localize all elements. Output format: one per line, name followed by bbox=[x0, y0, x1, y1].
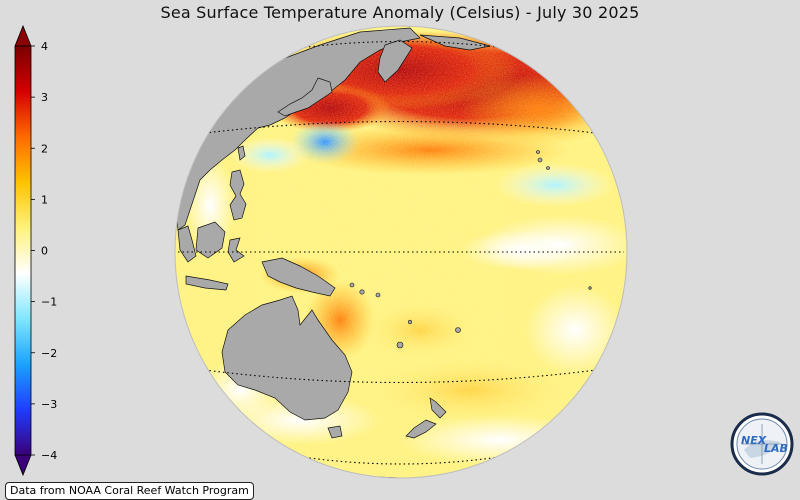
colorbar-tick-label: −3 bbox=[41, 398, 57, 411]
data-credit: Data from NOAA Coral Reef Watch Program bbox=[5, 482, 254, 500]
colorbar-tick-label: −2 bbox=[41, 347, 57, 360]
land-new-zealand-north bbox=[429, 397, 447, 419]
land-masses bbox=[175, 27, 491, 478]
land-new-guinea bbox=[261, 257, 336, 297]
ocean-anomaly-field bbox=[175, 26, 627, 478]
colorbar-tick-label: −1 bbox=[41, 296, 57, 309]
colorbar-tick-label: 4 bbox=[41, 40, 48, 53]
land-tasmania bbox=[327, 425, 343, 439]
land-taiwan bbox=[237, 145, 246, 161]
nexlab-logo: NEX LAB bbox=[730, 412, 794, 476]
land-alaska bbox=[419, 34, 491, 51]
land-new-zealand-south bbox=[405, 419, 437, 439]
colorbar-extend-min bbox=[14, 454, 32, 477]
colorbar-tick-label: 0 bbox=[41, 245, 48, 258]
colorbar-tick-label: 2 bbox=[41, 142, 48, 155]
colorbar-tick-label: −4 bbox=[41, 449, 57, 462]
colorbar: 4 3 2 1 0 −1 −2 −3 −4 bbox=[14, 24, 57, 477]
land-philippines bbox=[229, 169, 247, 221]
map-title: Sea Surface Temperature Anomaly (Celsius… bbox=[160, 3, 640, 22]
land-java bbox=[185, 275, 229, 291]
land-kamchatka bbox=[377, 39, 413, 83]
colorbar-tick-label: 3 bbox=[41, 91, 48, 104]
land-australia bbox=[221, 295, 353, 421]
colorbar-tick-label: 1 bbox=[41, 193, 48, 206]
small-islands bbox=[349, 150, 592, 349]
globe-outline bbox=[174, 25, 628, 479]
logo-text-nex: NEX bbox=[741, 434, 767, 447]
land-indochina bbox=[177, 225, 197, 263]
land-japan bbox=[277, 77, 333, 117]
graticule bbox=[178, 40, 624, 465]
land-borneo bbox=[195, 221, 226, 259]
logo-text-lab: LAB bbox=[764, 442, 788, 455]
